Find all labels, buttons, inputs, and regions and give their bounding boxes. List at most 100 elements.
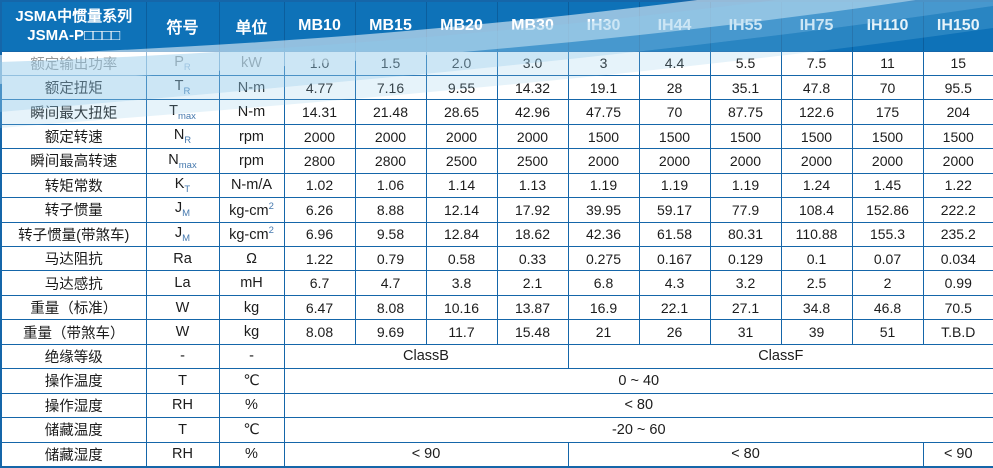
model-header-IH44: IH44 [638, 0, 711, 52]
value-cell-MB20: 3.8 [425, 270, 498, 296]
unit-cell: % [218, 441, 285, 468]
value-cell-IH55: 27.1 [709, 294, 782, 321]
unit-cell: rpm [218, 148, 285, 174]
value-cell-MB30: 2000 [496, 123, 569, 150]
unit-cell: N-m [218, 99, 285, 125]
value-cell-MB15: 4.7 [354, 270, 427, 296]
value-cell-IH44: 70 [638, 99, 711, 125]
value-cell-MB20: 2000 [425, 123, 498, 150]
value-cell-IH30: 2000 [567, 148, 640, 174]
row-label: 额定转速 [0, 123, 147, 150]
unit-cell: ℃ [218, 368, 285, 394]
value-cell-IH110: 1.45 [851, 172, 924, 199]
value-cell-IH55: 3.2 [709, 270, 782, 296]
value-cell-IH44: 4.4 [638, 50, 711, 76]
value-cell-IH30: 6.8 [567, 270, 640, 296]
value-cell-IH75: 122.6 [780, 99, 853, 125]
value-cell-IH75: 1.24 [780, 172, 853, 199]
value-cell-MB30: 13.87 [496, 294, 569, 321]
value-cell-IH55: 1.19 [709, 172, 782, 199]
unit-cell: rpm [218, 123, 285, 150]
symbol-cell: La [145, 270, 220, 296]
value-cell-IH110: 155.3 [851, 221, 924, 248]
value-cell-MB15: 9.69 [354, 319, 427, 345]
value-cell-MB20: 12.14 [425, 197, 498, 223]
table-row: 马达感抗 La mH 6.7 4.7 3.8 2.1 6.8 4.3 3.2 2.5 2 0.99 [0, 270, 993, 296]
unit-cell: mH [218, 270, 285, 296]
row-label: 储藏湿度 [0, 441, 147, 468]
value-cell-MB20: 28.65 [425, 99, 498, 125]
value-cell-IH30: 3 [567, 50, 640, 76]
value-cell-IH75: 2000 [780, 148, 853, 174]
value-cell-IH150: 235.2 [922, 221, 993, 248]
table-row: 转矩常数 KT N-m/A 1.02 1.06 1.14 1.13 1.19 1.19 1.19 1… [0, 172, 993, 199]
symbol-cell: Ra [145, 245, 220, 272]
merged-value-cell: 0 ~ 40 [283, 368, 993, 394]
unit-superscript: 2 [268, 225, 274, 237]
symbol-subscript: T [184, 183, 191, 195]
symbol-cell: RH [145, 392, 220, 419]
value-cell-MB15: 0.79 [354, 245, 427, 272]
value-cell-IH30: 42.36 [567, 221, 640, 248]
value-cell-MB10: 4.77 [283, 74, 356, 101]
merged-value-cell: < 80 [567, 441, 924, 468]
row-label: 瞬间最高转速 [0, 148, 147, 174]
unit-cell: N-m [218, 74, 285, 101]
unit-cell: kg-cm2 [218, 197, 285, 223]
value-cell-IH75: 47.8 [780, 74, 853, 101]
unit-cell: ℃ [218, 417, 285, 443]
unit-cell: kg-cm2 [218, 221, 285, 248]
value-cell-IH55: 80.31 [709, 221, 782, 248]
value-cell-IH75: 39 [780, 319, 853, 345]
row-label: 储藏温度 [0, 417, 147, 443]
value-cell-IH150: T.B.D [922, 319, 993, 345]
model-header-IH75: IH75 [780, 0, 853, 52]
value-cell-IH44: 61.58 [638, 221, 711, 248]
series-title-cell: JSMA中惯量系列 JSMA-P□□□□ [0, 0, 147, 52]
unit-column-header: 单位 [218, 0, 285, 52]
unit-cell: kW [218, 50, 285, 76]
value-cell-MB30: 2500 [496, 148, 569, 174]
value-cell-IH44: 26 [638, 319, 711, 345]
value-cell-IH75: 108.4 [780, 197, 853, 223]
row-label: 绝缘等级 [0, 343, 147, 370]
symbol-cell: TR [145, 74, 220, 101]
value-cell-IH150: 95.5 [922, 74, 993, 101]
value-cell-IH150: 222.2 [922, 197, 993, 223]
value-cell-MB20: 9.55 [425, 74, 498, 101]
merged-value-cell: ClassF [567, 343, 993, 370]
value-cell-MB30: 2.1 [496, 270, 569, 296]
value-cell-IH110: 0.07 [851, 245, 924, 272]
table-row: 额定输出功率 PR kW 1.0 1.5 2.0 3.0 3 4.4 5.5 7.5 11 15 [0, 50, 993, 76]
value-cell-IH44: 1.19 [638, 172, 711, 199]
value-cell-IH44: 59.17 [638, 197, 711, 223]
row-label: 操作温度 [0, 368, 147, 394]
table-row: 转子惯量 JM kg-cm2 6.26 8.88 12.14 17.92 39.95 59.17… [0, 197, 993, 223]
row-label: 马达感抗 [0, 270, 147, 296]
value-cell-IH55: 0.129 [709, 245, 782, 272]
unit-cell: Ω [218, 245, 285, 272]
value-cell-MB20: 2500 [425, 148, 498, 174]
value-cell-IH150: 2000 [922, 148, 993, 174]
model-header-IH55: IH55 [709, 0, 782, 52]
unit-cell: % [218, 392, 285, 419]
model-header-MB30: MB30 [496, 0, 569, 52]
row-label: 转子惯量 [0, 197, 147, 223]
value-cell-IH30: 19.1 [567, 74, 640, 101]
unit-cell: kg [218, 319, 285, 345]
value-cell-IH75: 110.88 [780, 221, 853, 248]
row-label: 额定扭矩 [0, 74, 147, 101]
value-cell-MB15: 8.88 [354, 197, 427, 223]
value-cell-IH150: 204 [922, 99, 993, 125]
value-cell-MB15: 9.58 [354, 221, 427, 248]
value-cell-IH75: 0.1 [780, 245, 853, 272]
symbol-cell: JM [145, 221, 220, 248]
value-cell-MB20: 0.58 [425, 245, 498, 272]
symbol-subscript: M [182, 208, 191, 220]
symbol-subscript: R [183, 86, 191, 98]
value-cell-IH150: 0.034 [922, 245, 993, 272]
value-cell-IH55: 87.75 [709, 99, 782, 125]
value-cell-IH110: 70 [851, 74, 924, 101]
merged-value-cell: < 80 [283, 392, 993, 419]
